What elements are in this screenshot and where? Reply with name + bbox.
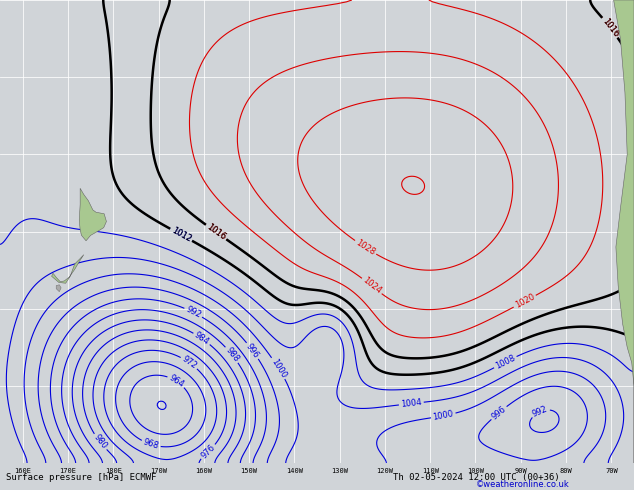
Text: Th 02-05-2024 12:00 UTC (00+36): Th 02-05-2024 12:00 UTC (00+36) xyxy=(393,473,560,482)
Text: 170E: 170E xyxy=(60,468,77,474)
Text: ©weatheronline.co.uk: ©weatheronline.co.uk xyxy=(476,480,569,489)
Text: 80W: 80W xyxy=(560,468,573,474)
Text: 1028: 1028 xyxy=(354,238,377,257)
Text: 1000: 1000 xyxy=(269,357,288,379)
Text: 980: 980 xyxy=(92,433,108,451)
Text: 984: 984 xyxy=(193,330,211,347)
Text: Surface pressure [hPa] ECMWF: Surface pressure [hPa] ECMWF xyxy=(6,473,157,482)
Text: 996: 996 xyxy=(490,404,508,421)
Polygon shape xyxy=(56,285,61,292)
Text: 964: 964 xyxy=(167,373,186,389)
Text: 130W: 130W xyxy=(331,468,348,474)
Polygon shape xyxy=(51,255,84,283)
Text: 976: 976 xyxy=(199,443,217,461)
Text: 1016: 1016 xyxy=(205,222,228,242)
Text: 1000: 1000 xyxy=(432,409,455,422)
Text: 160W: 160W xyxy=(195,468,212,474)
Text: 972: 972 xyxy=(180,354,198,371)
Text: 1016: 1016 xyxy=(600,17,620,39)
Text: 140W: 140W xyxy=(286,468,303,474)
Text: 1012: 1012 xyxy=(170,226,193,244)
Text: 170W: 170W xyxy=(150,468,167,474)
Polygon shape xyxy=(79,188,107,241)
Text: 1016: 1016 xyxy=(205,222,228,242)
Text: 180E: 180E xyxy=(105,468,122,474)
Text: 988: 988 xyxy=(223,346,240,364)
Text: 1016: 1016 xyxy=(600,17,620,39)
Text: 160E: 160E xyxy=(14,468,31,474)
Text: 1024: 1024 xyxy=(361,276,383,296)
Text: 968: 968 xyxy=(142,438,160,451)
Text: 1020: 1020 xyxy=(514,293,536,310)
Text: 90W: 90W xyxy=(514,468,527,474)
Text: 70W: 70W xyxy=(605,468,618,474)
Text: 992: 992 xyxy=(184,305,202,320)
Text: 110W: 110W xyxy=(422,468,439,474)
Text: 120W: 120W xyxy=(377,468,394,474)
Text: 1004: 1004 xyxy=(401,398,422,409)
Text: 150W: 150W xyxy=(240,468,257,474)
Text: 1012: 1012 xyxy=(170,226,193,244)
Text: 992: 992 xyxy=(531,404,549,419)
Text: 996: 996 xyxy=(244,342,261,360)
Text: 1008: 1008 xyxy=(494,353,517,371)
Text: 100W: 100W xyxy=(467,468,484,474)
Polygon shape xyxy=(614,0,634,463)
